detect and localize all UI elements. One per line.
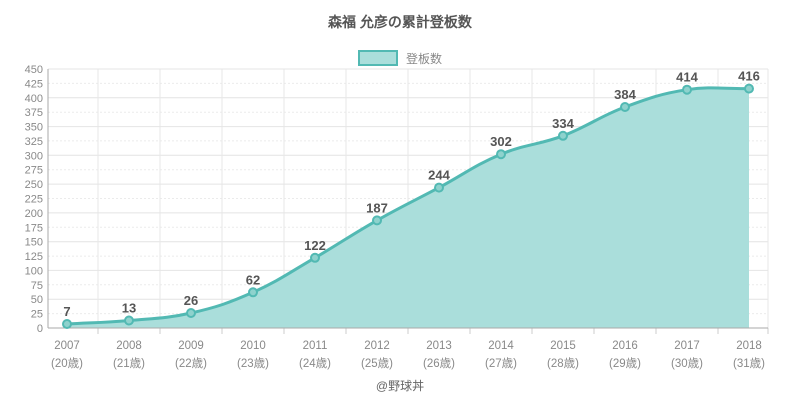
data-point-label: 334 <box>552 116 574 131</box>
x-tick-label-year: 2009 <box>178 340 204 352</box>
y-tick-label: 275 <box>25 165 43 177</box>
data-point-marker[interactable] <box>248 287 258 298</box>
y-tick-label: 200 <box>25 208 43 220</box>
x-tick-label-age: (27歳) <box>485 357 517 370</box>
data-point-marker[interactable] <box>620 102 630 112</box>
y-tick-label: 450 <box>25 64 43 76</box>
y-tick-label: 300 <box>25 150 43 162</box>
x-tick-label-year: 2017 <box>674 340 700 352</box>
data-point-marker[interactable] <box>372 215 382 226</box>
chart-title: 森福 允彦の累計登板数 <box>328 14 472 30</box>
data-point-marker[interactable] <box>62 319 72 329</box>
x-tick-label-year: 2014 <box>488 340 514 352</box>
y-tick-label: 225 <box>25 194 43 206</box>
x-tick-label-year: 2013 <box>426 340 452 352</box>
credit-text: @野球丼 <box>375 379 425 393</box>
data-point-marker[interactable] <box>558 130 568 141</box>
x-tick-label-age: (26歳) <box>423 357 455 370</box>
data-point-label: 187 <box>366 200 388 215</box>
x-tick-label-year: 2010 <box>240 340 266 352</box>
data-point-label: 13 <box>122 301 136 316</box>
x-tick-label-age: (21歳) <box>113 357 145 370</box>
data-point-marker[interactable] <box>124 315 134 326</box>
series-area-fill <box>67 87 749 329</box>
data-point-label: 244 <box>428 168 450 183</box>
y-tick-label: 25 <box>31 309 43 321</box>
data-point-marker[interactable] <box>496 149 506 160</box>
x-tick-label-year: 2012 <box>364 340 390 352</box>
y-tick-label: 425 <box>25 78 43 90</box>
x-tick-label-age: (28歳) <box>547 357 579 370</box>
x-tick-label-year: 2015 <box>550 340 576 352</box>
y-tick-label: 75 <box>31 280 43 292</box>
x-tick-label-year: 2007 <box>54 340 80 352</box>
y-tick-label: 125 <box>25 251 43 263</box>
y-tick-label: 100 <box>25 265 43 277</box>
data-point-label: 62 <box>246 272 260 287</box>
data-point-marker[interactable] <box>434 182 444 193</box>
x-tick-label-age: (25歳) <box>361 357 393 370</box>
y-tick-label: 150 <box>25 237 43 249</box>
data-point-marker[interactable] <box>682 84 692 95</box>
legend-item[interactable]: 登板数 <box>0 48 800 68</box>
data-point-label: 122 <box>304 238 326 253</box>
legend-swatch-icon <box>357 50 398 66</box>
x-tick-label-age: (22歳) <box>175 357 207 370</box>
y-tick-label: 375 <box>25 107 43 119</box>
legend-label: 登板数 <box>405 51 442 66</box>
y-tick-label: 50 <box>31 294 43 306</box>
y-tick-label: 325 <box>25 136 43 148</box>
y-tick-label: 400 <box>25 93 43 105</box>
x-tick-label-year: 2016 <box>612 340 638 352</box>
y-tick-label: 0 <box>37 323 43 335</box>
x-tick-label-year: 2008 <box>116 340 142 352</box>
data-point-label: 416 <box>738 69 760 84</box>
x-tick-label-year: 2018 <box>736 340 762 352</box>
data-point-label: 7 <box>63 304 70 319</box>
x-tick-label-age: (29歳) <box>609 357 641 370</box>
x-tick-label-age: (31歳) <box>733 357 765 370</box>
y-tick-label: 175 <box>25 222 43 234</box>
data-point-marker[interactable] <box>186 308 196 318</box>
y-tick-label: 250 <box>25 179 43 191</box>
x-tick-label-age: (30歳) <box>671 357 703 370</box>
x-tick-label-age: (20歳) <box>51 357 83 370</box>
data-point-label: 302 <box>490 134 512 149</box>
x-tick-label-year: 2011 <box>303 340 328 352</box>
data-point-label: 414 <box>676 70 698 85</box>
data-point-marker[interactable] <box>310 252 320 263</box>
data-point-label: 384 <box>614 87 636 102</box>
x-tick-label-age: (24歳) <box>299 357 331 370</box>
y-tick-label: 350 <box>25 122 43 134</box>
x-tick-label-age: (23歳) <box>237 357 269 370</box>
data-point-label: 26 <box>184 293 198 308</box>
data-point-marker[interactable] <box>744 83 754 94</box>
